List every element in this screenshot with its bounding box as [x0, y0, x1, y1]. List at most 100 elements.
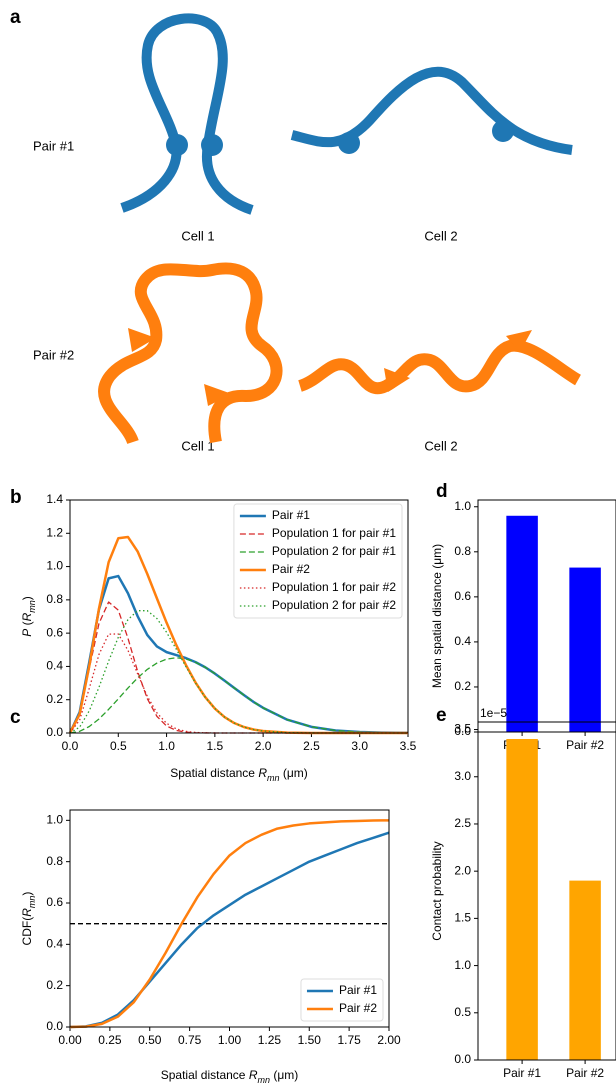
x-tick-label: 2.00	[377, 1033, 401, 1047]
axis-label-part: mn	[267, 773, 280, 783]
panel-label: d	[436, 481, 448, 502]
y-tick-label: 0.5	[454, 1005, 471, 1019]
x-tick-label: 0.75	[178, 1033, 202, 1047]
axis-label-part: Spatial distance	[170, 766, 258, 780]
series-line	[69, 610, 408, 734]
x-tick-label: Pair #2	[566, 1066, 604, 1080]
axis-label-part: CDF(	[20, 917, 34, 946]
x-tick-label: 0.25	[98, 1033, 122, 1047]
wiggle-fiber	[98, 262, 283, 445]
bar	[569, 567, 601, 732]
locus	[492, 120, 514, 142]
bar	[506, 738, 538, 1060]
chromatin-pair-1	[120, 13, 573, 215]
loci	[166, 120, 514, 156]
axis-label-part: mn	[27, 600, 37, 613]
x-tick-label: 3.5	[400, 739, 417, 753]
axes-frame	[69, 499, 409, 734]
y-tick-label: 0.2	[46, 978, 63, 992]
axis-label-part: Spatial distance	[161, 1068, 249, 1082]
axis-label-part: Contact probability	[430, 841, 444, 940]
y-tick-label: 0.0	[454, 724, 471, 738]
row-label: Pair #1	[33, 138, 74, 153]
y-tick-label: 0.8	[454, 544, 471, 558]
x-tick-label: 3.0	[351, 739, 368, 753]
legend-label: Population 2 for pair #1	[272, 544, 396, 558]
x-tick-label: 1.5	[207, 739, 224, 753]
x-tick-label: 1.00	[218, 1033, 242, 1047]
legend-label: Pair #2	[272, 562, 310, 576]
y-tick-label: 0.0	[46, 1019, 63, 1033]
axis-label-part: R	[249, 1068, 258, 1082]
chromatin-pair-2	[98, 262, 582, 445]
arrowhead	[506, 330, 532, 352]
y-tick-label: 1.4	[46, 492, 63, 506]
axis-label: P (Rmn)	[20, 596, 37, 637]
legend-box	[300, 978, 384, 1022]
legend: Pair #1 Population 1 for pair #1 Populatio…	[233, 503, 403, 619]
axis-label: Spatial distance Rmn (μm)	[161, 1068, 299, 1085]
y-tick-label: 0.8	[46, 854, 63, 868]
y-tick-label: 1.2	[46, 525, 63, 539]
y-tick-label: 0.4	[46, 659, 63, 673]
y-tick-label: 0.4	[46, 937, 63, 951]
y-tick-label: 0.6	[46, 625, 63, 639]
arrowhead	[204, 384, 232, 406]
open-fiber	[290, 66, 573, 155]
panel-label: b	[10, 487, 22, 508]
axis-label-part: P	[20, 629, 34, 637]
y-tick-label: 3.5	[454, 722, 471, 736]
cell-label: Cell 1	[181, 438, 214, 453]
series-line	[69, 819, 390, 1029]
axis-label-part: )	[20, 596, 34, 600]
y-tick-label: 3.0	[454, 769, 471, 783]
axis-label-part: mn	[27, 896, 37, 909]
x-tick-label: Pair #2	[566, 738, 604, 752]
x-tick-label: 0.0	[62, 739, 79, 753]
panel: e 0.0 0.5 1.0 1.5 2.0 2.5 3.0 3.5 1e−5 Pair #1 Pair…	[436, 705, 616, 1080]
x-tick-label: 1.25	[258, 1033, 282, 1047]
x-tick-label: 0.50	[138, 1033, 162, 1047]
legend: Pair #1 Pair #2	[300, 978, 384, 1022]
axis-label: CDF(Rmn)	[20, 892, 37, 946]
y-tick-label: 0.4	[454, 634, 471, 648]
bar	[569, 880, 601, 1060]
legend-label: Pair #2	[339, 1001, 377, 1015]
axis-label-part: R	[20, 908, 34, 917]
x-tick-label: 1.0	[158, 739, 175, 753]
axis-label-part: (μm)	[280, 766, 308, 780]
x-tick-label: 1.75	[337, 1033, 361, 1047]
axis-label-part: (μm)	[270, 1068, 298, 1082]
y-tick-label: 1.0	[454, 499, 471, 513]
y-tick-label: 0.6	[454, 589, 471, 603]
legend-label: Population 2 for pair #2	[272, 598, 396, 612]
y-tick-label: 1.0	[46, 559, 63, 573]
y-tick-label: 0.0	[454, 1052, 471, 1066]
y-tick-label: 0.2	[454, 679, 471, 693]
axis-label-part: )	[20, 892, 34, 896]
y-tick-label: 1.0	[454, 958, 471, 972]
offset-text: 1e−5	[480, 706, 507, 720]
panel: c 0.0 0.2 0.4 0.6 0.8 1.0 0.00 0.25 0.50 0.75 1.00 1…	[10, 707, 401, 1047]
legend-label: Pair #1	[339, 983, 377, 997]
axes-frame	[477, 721, 616, 1061]
x-tick-label: Pair #1	[503, 1066, 541, 1080]
arrowheads	[128, 328, 532, 406]
axis-label-part: R	[258, 766, 267, 780]
legend-label: Pair #1	[272, 508, 310, 522]
panel-label: c	[10, 707, 21, 728]
axis-label: Spatial distance Rmn (μm)	[170, 766, 308, 783]
loop-fiber	[120, 13, 254, 215]
axis-label-part: R	[20, 612, 34, 621]
axis-label: Contact probability	[430, 841, 444, 940]
axes-frame	[477, 499, 616, 733]
y-tick-label: 1.5	[454, 911, 471, 925]
legend-label: Population 1 for pair #1	[272, 526, 396, 540]
y-tick-label: 0.2	[46, 692, 63, 706]
y-tick-label: 0.6	[46, 895, 63, 909]
y-tick-label: 2.0	[454, 863, 471, 877]
locus	[338, 132, 360, 154]
x-tick-label: 2.5	[303, 739, 320, 753]
axis-label-part: mn	[257, 1075, 270, 1085]
